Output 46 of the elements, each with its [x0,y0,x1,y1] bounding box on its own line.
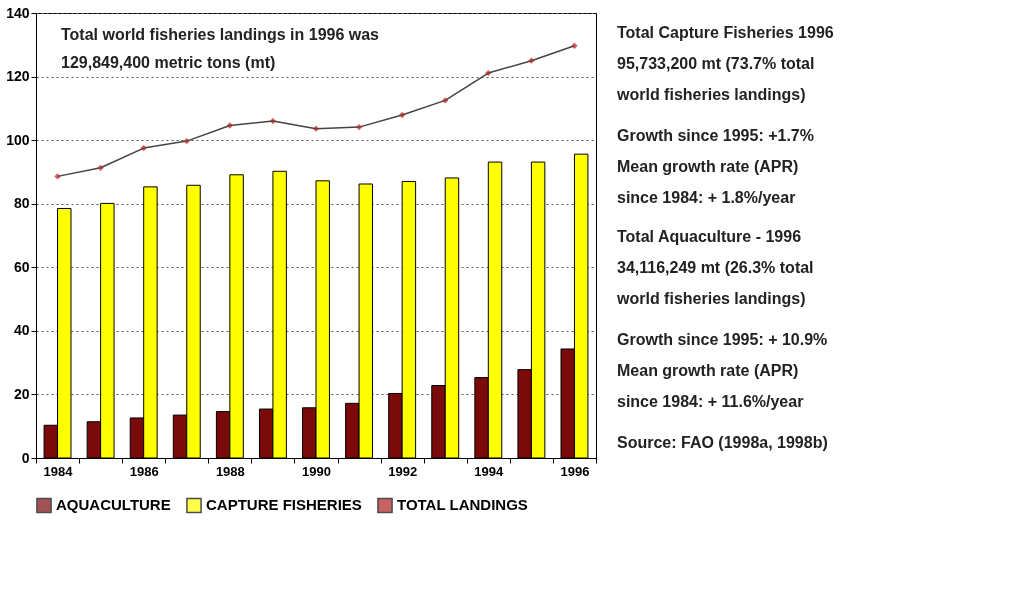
legend-label: CAPTURE FISHERIES [206,496,362,514]
x-tick-label: 1984 [43,463,74,479]
point [485,69,492,77]
text: 34,116,249 mt (26.3% total [617,259,814,276]
point [528,57,535,64]
text: Growth since 1995: + 10.9% [617,331,828,348]
x-tick-label: 1990 [302,463,331,479]
x-tick-label: 1988 [215,463,245,479]
point [398,111,406,119]
point [140,144,147,152]
text: world fisheries landings) [616,86,806,103]
y-tick-label: 80 [13,195,30,212]
x-tick-label: 1996 [560,463,590,479]
y-tick-label: 120 [6,68,30,85]
point [269,117,277,125]
point [54,173,61,180]
legend-label: AQUACULTURE [56,496,171,514]
point [571,42,578,49]
x-tick-label: 1994 [474,463,505,479]
point [226,122,234,129]
point [442,97,449,104]
point [355,123,363,131]
point [312,125,320,132]
y-tick-label: 60 [13,258,30,275]
legend-label: TOTAL LANDINGS [397,496,528,514]
text: Total Aquaculture - 1996 [617,228,802,245]
y-tick-label: 0 [21,449,30,466]
text: since 1984: + 1.8%/year [617,189,796,206]
point [183,137,190,145]
text: 95,733,200 mt (73.7% total [617,55,815,72]
y-tick-label: 140 [6,4,30,21]
y-tick-label: 40 [13,322,30,339]
y-tick-label: 100 [6,131,30,148]
annotation: 129,849,400 metric tons (mt) [61,54,276,71]
text: world fisheries landings) [616,290,806,307]
text: Growth since 1995: +1.7% [617,127,814,144]
text: Total Capture Fisheries 1996 [617,24,834,41]
text: Mean growth rate (APR) [617,158,799,175]
x-tick-label: 1992 [388,463,418,479]
x-tick-label: 1986 [129,463,159,479]
y-tick-label: 20 [13,385,30,402]
source-note: Source: FAO (1998a, 1998b) [617,434,828,451]
annotation: Total world fisheries landings in 1996 was [61,26,380,43]
text: Mean growth rate (APR) [617,362,799,379]
point [97,164,104,171]
text: since 1984: + 11.6%/year [617,393,804,410]
